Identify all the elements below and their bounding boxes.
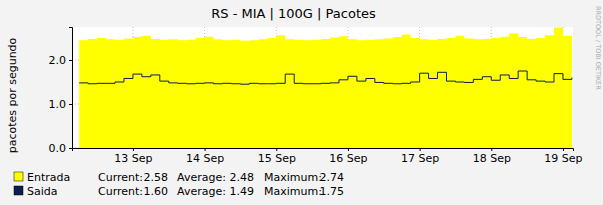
tick-label: 13 Sep (114, 152, 152, 165)
tick-label: 14 Sep (186, 152, 224, 165)
tick-mark (133, 148, 134, 151)
y-axis: 0.0 1.0 2.0 (49, 28, 73, 156)
legend: Entrada Current:2.58 Average: 2.48 Maximum:2… (14, 171, 344, 198)
tick-mark (563, 148, 564, 151)
x-axis: 13 Sep 14 Sep 15 Sep 16 Sep 17 Sep 18 Sep 19 S… (73, 148, 583, 165)
tick-label: 19 Sep (544, 152, 582, 165)
title: RS - MIA | 100G | Pacotes (211, 6, 376, 21)
axis-line (69, 28, 73, 149)
tick-mark (69, 148, 72, 149)
legend-label: Entrada (27, 171, 70, 184)
legend-stat-value: 2.48 (230, 171, 255, 184)
tick-mark (69, 104, 72, 105)
line-saida (79, 71, 572, 84)
legend-label: Saida (27, 185, 58, 198)
legend-stat-label: Average: (177, 171, 226, 184)
legend-stat-value: 1.49 (230, 185, 255, 198)
tick-label: 2.0 (49, 54, 67, 67)
legend-stat-label: Current: (98, 185, 143, 198)
watermark: RRDTOOL / TOBI OETIKER (594, 6, 602, 90)
tick-mark (69, 60, 72, 61)
legend-stat-value: 2.58 (144, 171, 169, 184)
tick: 2.0 (49, 54, 73, 67)
tick: 18 Sep (473, 148, 511, 165)
tick-mark (420, 148, 421, 151)
tick: 16 Sep (329, 148, 367, 165)
tick-label: 17 Sep (401, 152, 439, 165)
area-entrada (79, 27, 572, 148)
tick-mark (348, 148, 349, 151)
tick-mark (276, 148, 277, 151)
chart: 13 Sep 14 Sep 15 Sep 16 Sep 17 Sep 18 Sep 19 S… (0, 0, 603, 205)
tick-label: 15 Sep (258, 152, 296, 165)
tick-label: 1.0 (49, 98, 67, 111)
tick-mark (205, 148, 206, 151)
tick-label: 18 Sep (473, 152, 511, 165)
legend-stat-value: 1.60 (144, 185, 169, 198)
tick: 13 Sep (114, 148, 152, 165)
plot-background (72, 27, 573, 148)
tick: 0.0 (49, 142, 73, 155)
tick: 14 Sep (186, 148, 224, 165)
legend-stat-value: 2.74 (320, 171, 345, 184)
tick-label: 16 Sep (329, 152, 367, 165)
tick: 19 Sep (544, 148, 582, 165)
legend-swatch (14, 186, 23, 195)
tick: 15 Sep (258, 148, 296, 165)
y-axis-title: pacotes por segundo (6, 37, 19, 153)
tick: 17 Sep (401, 148, 439, 165)
legend-swatch (14, 172, 23, 181)
tick-mark (491, 148, 492, 151)
legend-stat-label: Maximum: (264, 171, 322, 184)
tick: 1.0 (49, 98, 73, 111)
legend-stat-label: Current: (98, 171, 143, 184)
legend-stat-label: Maximum: (264, 185, 322, 198)
background (0, 0, 603, 205)
legend-stat-value: 1.75 (320, 185, 345, 198)
plot-area (72, 27, 573, 148)
tick-label: 0.0 (49, 142, 67, 155)
axis-line (73, 149, 574, 152)
legend-stat-label: Average: (177, 185, 226, 198)
